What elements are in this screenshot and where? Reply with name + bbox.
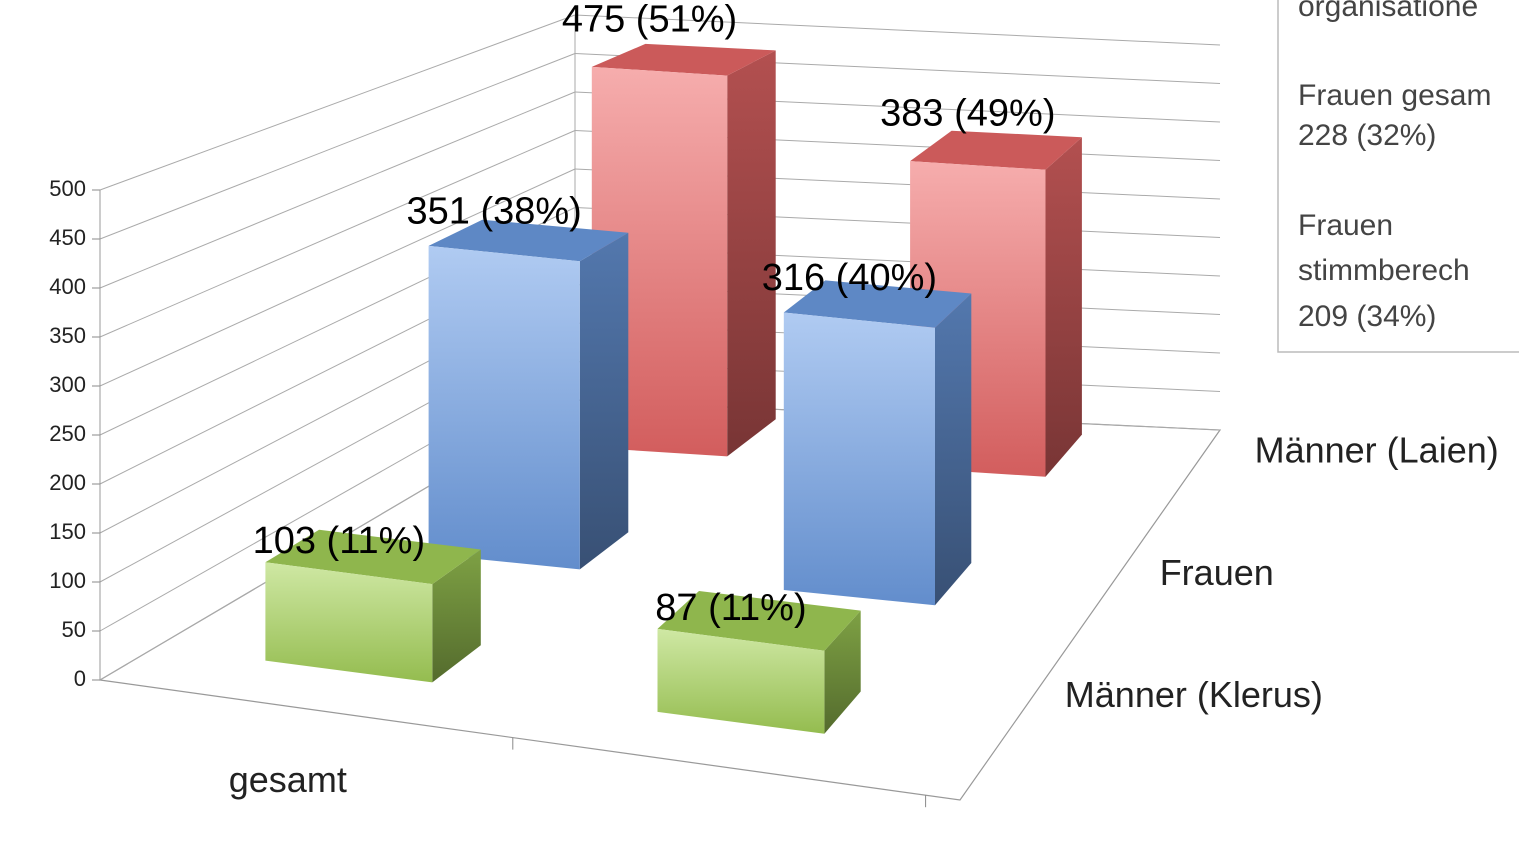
y-tick-label: 500 — [49, 176, 86, 201]
legend-box — [1277, 0, 1519, 353]
grid-line — [99, 91, 576, 289]
bar-side — [579, 232, 629, 570]
y-tick-label: 50 — [62, 617, 86, 642]
y-tick-label: 450 — [49, 225, 86, 250]
grid-line — [99, 53, 576, 240]
value-label: 475 (51%) — [562, 0, 737, 40]
legend-label: Frauen — [1160, 552, 1274, 593]
bar — [265, 529, 481, 683]
bar — [657, 591, 861, 734]
value-label: 351 (38%) — [407, 191, 582, 233]
bar-front — [657, 628, 825, 734]
grid-line — [99, 14, 576, 191]
grid-line — [574, 14, 1221, 46]
bar-side — [727, 50, 776, 457]
bar — [428, 219, 629, 570]
value-label: 383 (49%) — [880, 93, 1055, 135]
y-tick-label: 200 — [49, 470, 86, 495]
value-label: 103 (11%) — [253, 520, 426, 562]
bar-side — [824, 610, 861, 734]
annotation: Frauen gesam — [1298, 79, 1491, 112]
y-tick-label: 0 — [74, 666, 86, 691]
annotation: stimmberech — [1298, 254, 1470, 287]
bar-side — [1045, 137, 1082, 477]
bar-top — [428, 219, 629, 262]
bar-side — [432, 549, 481, 683]
bar-top — [591, 43, 776, 76]
bar-top — [910, 130, 1082, 170]
annotation: 228 (32%) — [1298, 119, 1436, 152]
x-tick-label: gesamt — [229, 759, 347, 800]
grid-line — [99, 130, 576, 338]
legend-label: Männer (Laien) — [1255, 430, 1499, 471]
y-tick-label: 350 — [49, 323, 86, 348]
bar-front — [783, 312, 935, 606]
annotation: Frauen — [1298, 209, 1393, 242]
bar-side — [935, 293, 972, 606]
legend-label: Männer (Klerus) — [1065, 674, 1323, 715]
y-tick-label: 100 — [49, 568, 86, 593]
y-tick-label: 250 — [49, 421, 86, 446]
y-tick-label: 150 — [49, 519, 86, 544]
annotation: organisatione — [1298, 0, 1478, 23]
bar — [783, 280, 972, 606]
value-label: 87 (11%) — [655, 587, 806, 629]
y-tick-label: 300 — [49, 372, 86, 397]
y-tick-label: 400 — [49, 274, 86, 299]
annotation: 209 (34%) — [1298, 300, 1436, 333]
bar-top — [657, 591, 861, 651]
grid-line — [99, 168, 576, 387]
bar-top — [783, 280, 972, 328]
value-label: 316 (40%) — [762, 257, 937, 299]
bar-top — [265, 529, 481, 585]
bar-front — [428, 245, 580, 570]
bar-front — [265, 562, 433, 683]
